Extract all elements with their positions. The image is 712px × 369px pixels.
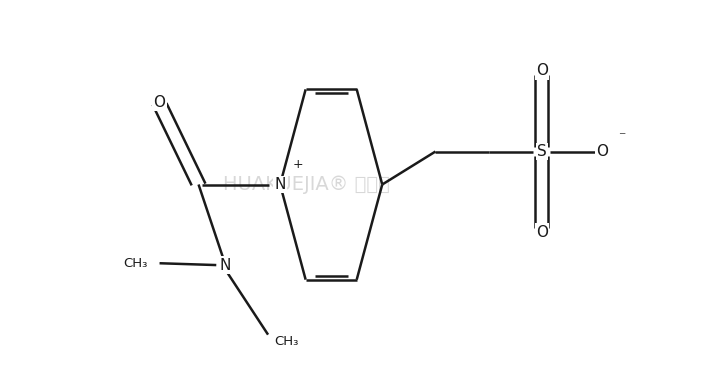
Text: O: O: [536, 225, 548, 239]
Text: ⁻: ⁻: [618, 130, 626, 144]
Text: N: N: [220, 258, 231, 273]
Text: CH₃: CH₃: [274, 335, 299, 348]
Text: CH₃: CH₃: [123, 257, 147, 270]
Text: HUAKUEJIA® 化学加: HUAKUEJIA® 化学加: [223, 175, 389, 194]
Text: O: O: [536, 63, 548, 79]
Text: O: O: [596, 144, 608, 159]
Text: +: +: [293, 158, 303, 171]
Text: N: N: [274, 177, 286, 192]
Text: O: O: [154, 94, 166, 110]
Text: S: S: [537, 144, 547, 159]
